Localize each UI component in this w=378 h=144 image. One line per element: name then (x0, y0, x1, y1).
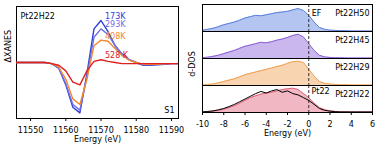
svg-text:173K: 173K (105, 12, 126, 22)
svg-text:-6: -6 (241, 120, 249, 129)
svg-text:6: 6 (370, 120, 375, 129)
svg-text:-10: -10 (196, 120, 209, 129)
svg-text:4: 4 (349, 120, 354, 129)
svg-text:ΔXANES: ΔXANES (4, 30, 13, 63)
svg-text:2: 2 (327, 120, 332, 129)
svg-text:Pt22H29: Pt22H29 (335, 63, 369, 72)
svg-text:Pt22H50: Pt22H50 (335, 9, 369, 18)
svg-text:11580: 11580 (124, 126, 149, 135)
svg-text:11550: 11550 (18, 126, 43, 135)
svg-text:Energy (eV): Energy (eV) (264, 129, 311, 138)
svg-text:S1: S1 (164, 106, 174, 115)
html-text:d-DOS: d-DOS (187, 51, 197, 77)
svg-text:11560: 11560 (53, 126, 79, 136)
svg-text:Energy (eV): Energy (eV) (74, 135, 121, 144)
svg-text:11570: 11570 (88, 126, 114, 136)
svg-text:293K: 293K (105, 20, 126, 29)
svg-text:Pt22H22: Pt22H22 (335, 90, 369, 99)
svg-text:Pt22H45: Pt22H45 (335, 36, 369, 45)
svg-text:-8: -8 (220, 120, 228, 129)
svg-text:-2: -2 (283, 120, 292, 130)
svg-text:528 K: 528 K (105, 51, 129, 60)
svg-text:0: 0 (306, 120, 312, 130)
svg-text:EF: EF (312, 9, 322, 18)
svg-text:11590: 11590 (159, 126, 184, 135)
svg-text:-4: -4 (262, 120, 271, 130)
svg-text:408K: 408K (105, 32, 126, 41)
svg-text:Pt22: Pt22 (311, 87, 329, 96)
svg-text:Pt22H22: Pt22H22 (21, 12, 55, 21)
